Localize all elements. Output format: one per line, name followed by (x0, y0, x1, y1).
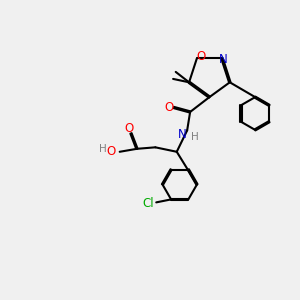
Text: N: N (177, 128, 186, 141)
Text: O: O (165, 101, 174, 114)
Text: O: O (197, 50, 206, 63)
Text: O: O (107, 145, 116, 158)
Text: Cl: Cl (142, 197, 154, 210)
Text: H: H (100, 144, 107, 154)
Text: O: O (125, 122, 134, 135)
Text: N: N (219, 53, 228, 66)
Text: H: H (191, 132, 199, 142)
